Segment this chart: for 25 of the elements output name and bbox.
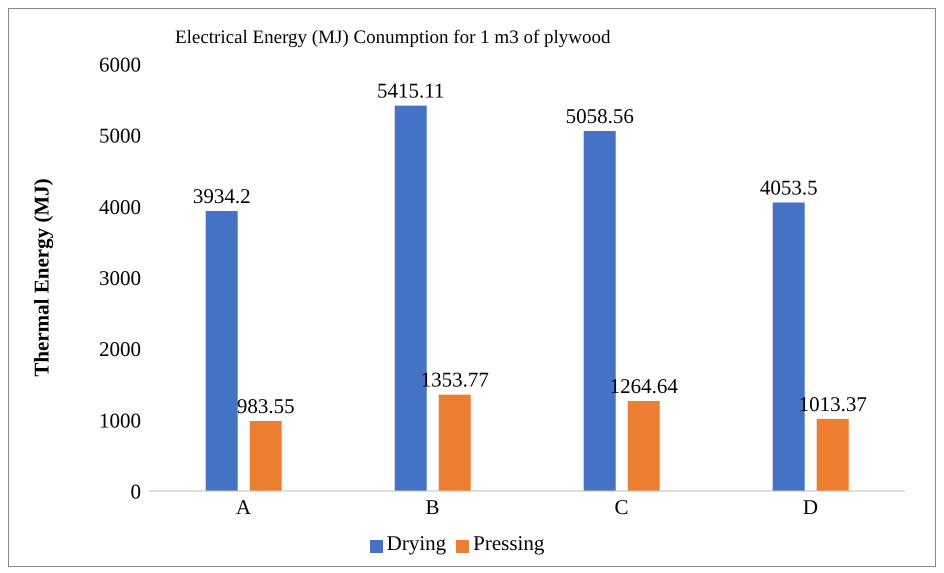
y-tick-label: 6000 [99, 52, 141, 76]
data-label: 5415.11 [376, 78, 444, 103]
y-tick-label: 5000 [99, 124, 141, 148]
legend-label: Drying [386, 531, 446, 555]
data-label: 3934.2 [192, 184, 251, 208]
x-tick-label: C [614, 494, 629, 519]
bar [250, 421, 282, 491]
x-tick-label: B [425, 494, 440, 519]
y-tick-label: 0 [130, 479, 141, 504]
y-tick-label: 4000 [99, 194, 141, 219]
bar [816, 418, 849, 491]
x-tick-label: D [802, 494, 818, 519]
y-tick-label: 1000 [99, 408, 141, 432]
y-tick-label: 2000 [99, 337, 141, 362]
bar [628, 401, 660, 491]
y-tick-label: 3000 [99, 266, 141, 290]
data-label: 5058.56 [566, 104, 634, 128]
bar [206, 211, 238, 491]
x-tick-label: A [236, 494, 252, 519]
legend-label: Pressing [473, 531, 544, 555]
y-axis-title: Thermal Energy (MJ) [29, 178, 54, 377]
bar [438, 394, 471, 491]
data-label: 4053.5 [760, 176, 818, 200]
data-label: 983.55 [236, 394, 295, 418]
chart-title: Electrical Energy (MJ) Conumption for 1 m3 of plywood [175, 27, 611, 49]
